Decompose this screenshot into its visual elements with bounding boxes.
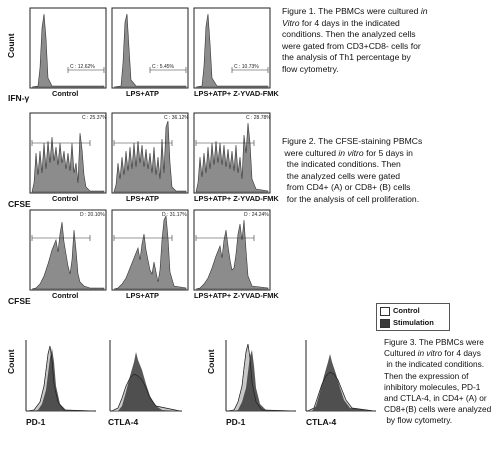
fig1-ifng-marker: IFN-γ [8, 93, 30, 103]
fig2b-gate-control: D : 20.10% [80, 212, 105, 218]
fig2b-condition-lps-atp: LPS+ATP [126, 291, 159, 300]
fig2a-histogram-control: C : 25.37% [29, 112, 107, 194]
legend-control-swatch [380, 307, 390, 316]
fig3b-count-label: Count [206, 349, 216, 374]
fig2a-condition-control: Control [52, 194, 79, 203]
fig3-legend: Control Stimulation [376, 303, 450, 331]
fig2a-gate-lps-atp: C : 36.12% [164, 115, 189, 121]
fig1-condition-lps-atp: LPS+ATP [126, 89, 159, 98]
fig2b-histogram-lps-atp-zyvad: D : 24.24% [193, 209, 271, 291]
fig2a-condition-lps-atp-zyvad: LPS+ATP+ Z-YVAD-FMK [194, 194, 279, 203]
legend-control-label: Control [393, 306, 420, 315]
fig2b-histogram-lps-atp: D : 31.17% [111, 209, 189, 291]
fig3a-count-label: Count [6, 349, 16, 374]
fig2b-cfse-marker: CFSE [8, 296, 31, 306]
fig2a-cfse-marker: CFSE [8, 199, 31, 209]
fig1-histogram-lps-atp: C : 5.45% [111, 7, 189, 89]
fig2b-condition-control: Control [52, 291, 79, 300]
fig3a-ctla4-histogram [109, 340, 182, 412]
fig1-condition-control: Control [52, 89, 79, 98]
fig3b-ctla4-marker: CTLA-4 [306, 417, 337, 427]
fig1-count-label: Count [6, 33, 16, 58]
fig2a-histogram-lps-atp: C : 36.12% [111, 112, 189, 194]
fig3a-pd1-histogram [25, 340, 96, 412]
fig2b-histogram-control: D : 20.10% [29, 209, 107, 291]
fig1-histogram-lps-atp-zyvad: C : 10.73% [193, 7, 271, 89]
fig3b-pd1-marker: PD-1 [226, 417, 246, 427]
fig2a-condition-lps-atp: LPS+ATP [126, 194, 159, 203]
fig2-caption: Figure 2. The CFSE-staining PBMCs were c… [282, 136, 423, 204]
fig2b-condition-lps-atp-zyvad: LPS+ATP+ Z-YVAD-FMK [194, 291, 279, 300]
fig3a-ctla4-marker: CTLA-4 [108, 417, 139, 427]
fig3a-pd1-marker: PD-1 [26, 417, 46, 427]
fig2b-gate-lps-atp-zyvad: D : 24.24% [244, 212, 269, 218]
fig1-gate-lps-atp-zyvad: C : 10.73% [234, 64, 259, 70]
fig1-gate-control: C : 12.62% [70, 64, 95, 70]
legend-stimulation-swatch [380, 319, 390, 328]
fig1-gate-lps-atp: C : 5.45% [152, 64, 175, 70]
fig3-caption: Figure 3. The PBMCs were Cultured in vit… [384, 337, 492, 426]
fig2a-gate-control: C : 25.37% [82, 115, 107, 121]
fig2a-histogram-lps-atp-zyvad: C : 28.78% [193, 112, 271, 194]
fig1-histogram-control: C : 12.62% [29, 7, 107, 89]
fig2b-gate-lps-atp: D : 31.17% [162, 212, 187, 218]
fig3b-ctla4-histogram [305, 340, 376, 412]
fig1-condition-lps-atp-zyvad: LPS+ATP+ Z-YVAD-FMK [194, 89, 279, 98]
fig3b-pd1-histogram [225, 340, 296, 412]
fig2a-gate-lps-atp-zyvad: C : 28.78% [246, 115, 271, 121]
legend-stimulation-label: Stimulation [393, 318, 434, 327]
fig1-caption: Figure 1. The PBMCs were cultured in Vit… [282, 6, 428, 74]
